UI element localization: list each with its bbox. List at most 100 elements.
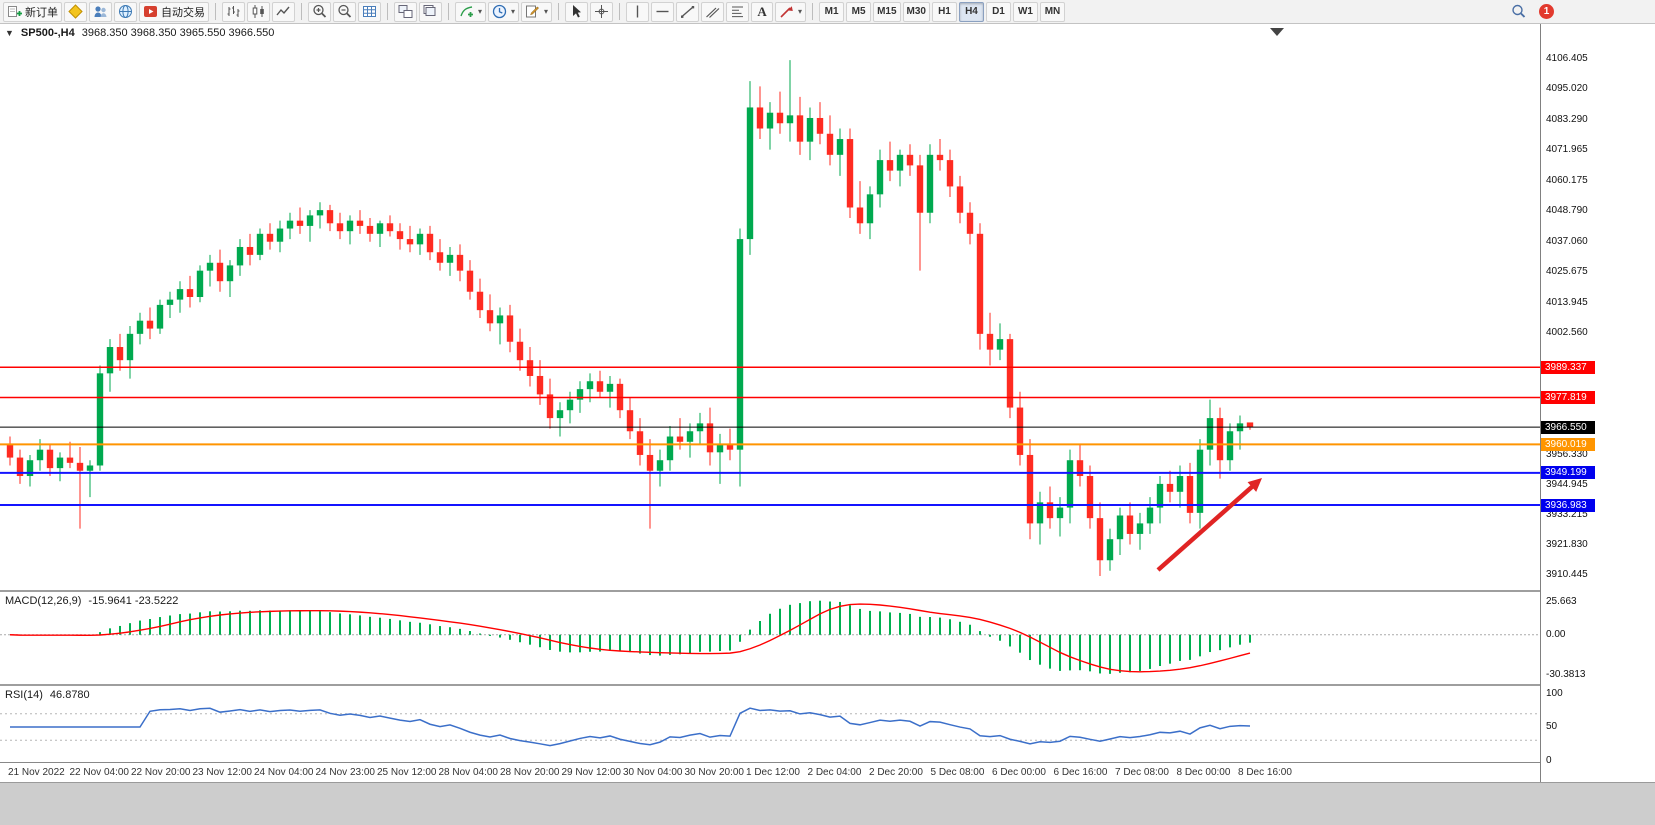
price-axis-tick: 3910.445 [1546, 569, 1588, 581]
horizontal-line-tool-button[interactable] [651, 1, 675, 22]
timeframe-button-m1[interactable]: M1 [819, 1, 845, 22]
rsi-axis-tick: 100 [1546, 688, 1563, 700]
time-axis-label: 5 Dec 08:00 [930, 767, 985, 778]
time-axis-label: 2 Dec 20:00 [869, 767, 923, 778]
mql-editor-button[interactable] [64, 1, 87, 22]
rsi-indicator-pane[interactable]: RSI(14) 46.8780 [0, 686, 1540, 762]
price-level-badge: 3989.337 [1541, 360, 1595, 374]
time-axis-label: 28 Nov 04:00 [438, 767, 499, 778]
bar-chart-mode-button[interactable] [222, 1, 245, 22]
timeframe-button-d1[interactable]: D1 [985, 1, 1011, 22]
time-axis-label: 24 Nov 23:00 [315, 767, 376, 778]
price-axis-tick: 3933.215 [1546, 509, 1588, 521]
time-axis[interactable]: 21 Nov 2022 22 Nov 04:00 22 Nov 20:00 23 No… [0, 762, 1540, 782]
time-axis-label: 6 Dec 00:00 [992, 767, 1046, 778]
fibonacci-icon [732, 6, 744, 18]
time-axis-label: 30 Nov 20:00 [684, 767, 745, 778]
dropdown-caret-icon: ▾ [511, 7, 516, 16]
add-indicator-icon [460, 6, 473, 17]
dropdown-caret-icon: ▾ [478, 7, 483, 16]
timeframe-button-h4[interactable]: H4 [958, 1, 984, 22]
one-click-trading-toggle[interactable]: ▼ [5, 28, 14, 38]
time-axis-label: 29 Nov 12:00 [561, 767, 622, 778]
timeframe-button-m5[interactable]: M5 [846, 1, 872, 22]
trendline-tool-button[interactable] [676, 1, 700, 22]
text-tool-button[interactable]: A [751, 1, 774, 22]
toolbar-separator [558, 3, 560, 20]
time-axis-label: 30 Nov 04:00 [623, 767, 683, 778]
rsi-plot[interactable] [0, 686, 1540, 762]
timeframe-button-m15[interactable]: M15 [873, 1, 901, 22]
text-tool-label: A [757, 3, 767, 19]
autotrading-button[interactable]: 自动交易 [139, 1, 209, 22]
price-axis-tick: 3944.945 [1546, 478, 1588, 490]
time-axis-label: 22 Nov 04:00 [69, 767, 130, 778]
macd-plot[interactable] [0, 592, 1540, 684]
timeframe-button-m30[interactable]: M30 [902, 1, 930, 22]
macd-indicator-pane[interactable]: MACD(12,26,9) -15.9641 -23.5222 [0, 592, 1540, 684]
autotrading-icon [144, 6, 157, 17]
crosshair-tool-button[interactable] [590, 1, 614, 22]
notification-badge[interactable]: 1 [1539, 4, 1554, 19]
templates-button[interactable]: ▾ [521, 1, 553, 22]
zoom-out-icon [338, 4, 352, 18]
timeframe-button-w1[interactable]: W1 [1012, 1, 1038, 22]
rsi-value: 46.8780 [49, 689, 90, 701]
market-watch-button[interactable] [114, 1, 137, 22]
candlestick-plot[interactable] [0, 24, 1540, 590]
macd-values: -15.9641 -23.5222 [88, 595, 179, 607]
price-axis[interactable]: 4106.405 4095.020 4083.290 4071.965 4060.175… [1540, 24, 1655, 782]
profiles-button[interactable] [89, 1, 112, 22]
candlestick-mode-button[interactable] [247, 1, 270, 22]
rsi-title: RSI(14) 46.8780 [5, 689, 90, 701]
price-axis-tick: 4025.675 [1546, 266, 1588, 278]
arrow-tool-icon [780, 6, 793, 18]
globe-icon [119, 5, 132, 18]
tile-windows-button[interactable] [394, 1, 417, 22]
time-axis-label: 21 Nov 2022 [8, 767, 65, 778]
new-order-label: 新订单 [25, 6, 58, 19]
candlestick-icon [252, 5, 264, 18]
macd-axis-tick: 25.663 [1546, 596, 1577, 607]
template-icon [526, 5, 539, 18]
time-axis-label: 22 Nov 20:00 [131, 767, 191, 778]
status-bar [0, 782, 1655, 825]
price-chart-pane[interactable]: ▼ SP500-,H4 3968.350 3968.350 3965.550 3… [0, 24, 1540, 590]
search-button[interactable] [1507, 2, 1529, 22]
channel-icon [706, 7, 720, 18]
add-indicator-button[interactable]: ▾ [455, 1, 487, 22]
cascade-windows-icon [423, 5, 436, 16]
vertical-line-tool-button[interactable] [626, 1, 650, 22]
cursor-icon [573, 5, 582, 18]
dropdown-caret-icon: ▾ [798, 7, 803, 16]
price-axis-tick: 4048.790 [1546, 205, 1588, 217]
periods-button[interactable]: ▾ [488, 1, 520, 22]
mql-diamond-icon [68, 4, 83, 19]
profiles-icon [94, 6, 107, 17]
search-icon [1511, 4, 1525, 18]
zoom-in-icon [313, 4, 327, 18]
price-axis-tick: 4106.405 [1546, 53, 1588, 65]
chart-shift-marker [1270, 28, 1284, 36]
pane-splitter[interactable] [0, 590, 1540, 592]
line-chart-icon [276, 6, 290, 16]
toolbar-right-group: 1 [1507, 2, 1554, 22]
cursor-tool-button[interactable] [565, 1, 589, 22]
timeframe-button-mn[interactable]: MN [1039, 1, 1065, 22]
timeframe-button-h1[interactable]: H1 [931, 1, 957, 22]
crosshair-icon [595, 5, 609, 18]
rsi-label: RSI(14) [5, 689, 43, 701]
line-chart-mode-button[interactable] [272, 1, 295, 22]
arrows-tool-button[interactable]: ▾ [775, 1, 807, 22]
chart-ohlc-values: 3968.350 3968.350 3965.550 3966.550 [81, 27, 275, 39]
price-level-badge: 3977.819 [1541, 391, 1595, 404]
zoom-in-button[interactable] [308, 1, 331, 22]
macd-axis-tick: -30.3813 [1546, 668, 1586, 680]
cascade-windows-button[interactable] [419, 1, 442, 22]
zoom-out-button[interactable] [333, 1, 356, 22]
grid-toggle-button[interactable] [358, 1, 381, 22]
new-order-button[interactable]: 新订单 [3, 1, 62, 22]
pane-splitter[interactable] [0, 684, 1540, 686]
channel-tool-button[interactable] [701, 1, 725, 22]
fibonacci-tool-button[interactable] [726, 1, 750, 22]
